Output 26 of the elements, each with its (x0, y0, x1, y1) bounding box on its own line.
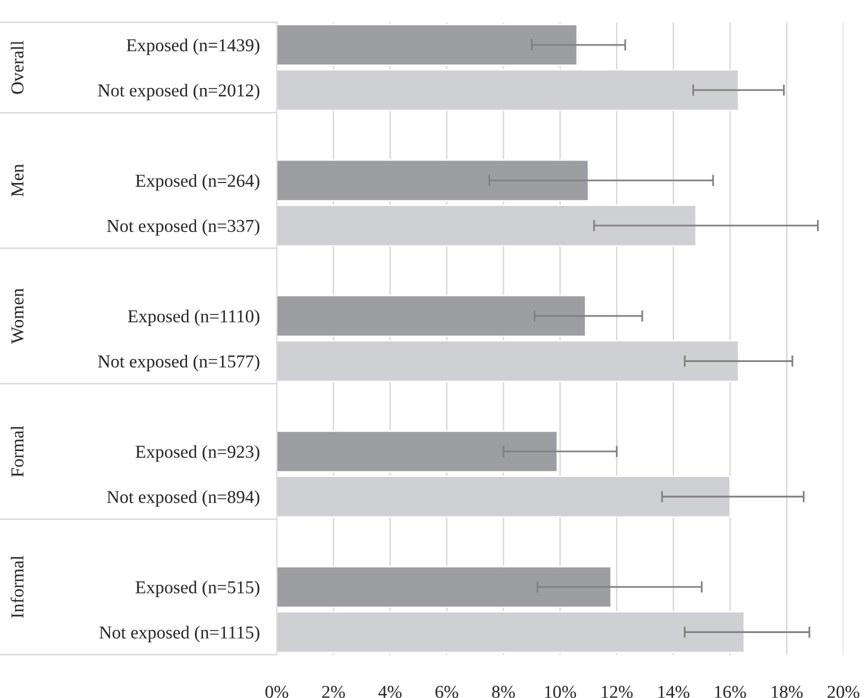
text: Overall (10, 40, 24, 94)
y-tick-label: Not exposed (n=1115) (99, 626, 260, 642)
y-tick-label: Not exposed (n=2012) (98, 84, 260, 100)
x-tick-label: 10% (545, 686, 576, 698)
x-tick-label: 14% (658, 686, 690, 698)
y-tick-label: Exposed (n=1439) (126, 38, 260, 56)
x-tick-label: 18% (772, 686, 803, 698)
x-tick-label: 8% (492, 686, 515, 698)
x-tick-label: 16% (715, 686, 746, 698)
x-tick-label: 2% (322, 686, 345, 698)
y-tick-label: Exposed (n=264) (136, 174, 260, 191)
y-tick-label: Not exposed (n=1577) (98, 354, 260, 372)
text: Men (12, 164, 24, 196)
x-tick-label: 12% (602, 686, 633, 698)
text: Informal (10, 556, 24, 618)
y-tick-label: Not exposed (n=337) (107, 219, 260, 236)
text: Women (12, 288, 24, 344)
y-tick-label: Not exposed (n=894) (107, 490, 260, 507)
x-tick-label: 0% (265, 686, 288, 698)
x-tick-label: 20% (828, 686, 860, 698)
x-tick-label: 6% (436, 686, 458, 698)
y-tick-label: Exposed (n=515) (136, 580, 260, 598)
y-tick-label: Exposed (n=923) (136, 445, 260, 462)
x-tick-label: 4% (378, 686, 402, 698)
y-tick-label: Exposed (n=1110) (128, 310, 260, 326)
text: Formal (10, 426, 24, 478)
